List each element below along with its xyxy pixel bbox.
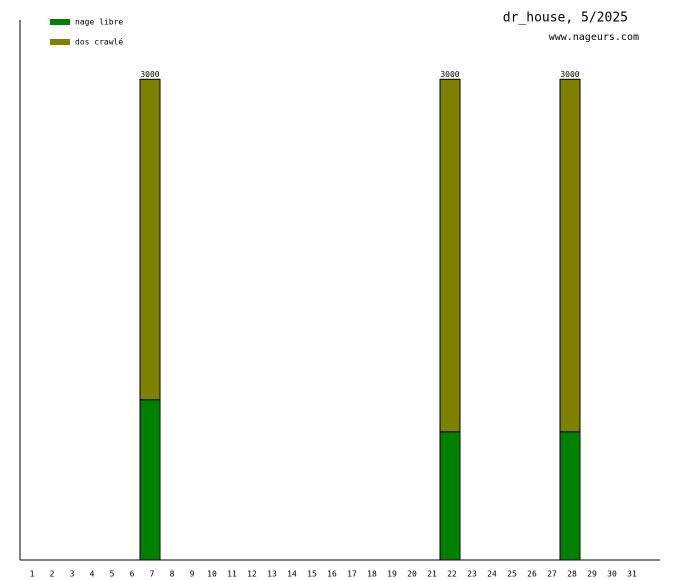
chart-subtitle: www.nageurs.com: [549, 32, 639, 43]
bar-segment: [139, 399, 161, 561]
bar-segment: [139, 78, 161, 401]
x-tick-label: 5: [110, 570, 115, 579]
x-tick-label: 22: [447, 570, 457, 579]
x-tick-label: 25: [507, 570, 517, 579]
bar-segment: [559, 78, 581, 433]
x-tick-label: 19: [387, 570, 397, 579]
x-tick-label: 30: [607, 570, 617, 579]
legend-swatch: [50, 19, 70, 25]
x-tick-label: 17: [347, 570, 357, 579]
x-tick-label: 10: [207, 570, 217, 579]
legend-label: nage libre: [75, 18, 123, 27]
x-tick-label: 20: [407, 570, 417, 579]
total-label: 3000: [140, 70, 159, 79]
x-tick-label: 27: [547, 570, 557, 579]
x-tick-label: 18: [367, 570, 377, 579]
x-tick-label: 6: [130, 570, 135, 579]
bar-segment: [439, 431, 461, 561]
x-tick-label: 16: [327, 570, 337, 579]
x-tick-label: 1: [30, 570, 35, 579]
x-tick-label: 3: [70, 570, 75, 579]
x-tick-label: 24: [487, 570, 497, 579]
x-tick-label: 14: [287, 570, 297, 579]
chart-title: dr_house, 5/2025: [503, 11, 628, 26]
x-tick-label: 9: [190, 570, 195, 579]
x-tick-label: 31: [627, 570, 637, 579]
x-tick-label: 21: [427, 570, 437, 579]
x-tick-label: 23: [467, 570, 477, 579]
bar-segment: [439, 78, 461, 433]
x-tick-label: 28: [567, 570, 577, 579]
x-tick-label: 8: [170, 570, 175, 579]
x-tick-label: 12: [247, 570, 257, 579]
x-tick-label: 4: [90, 570, 95, 579]
x-tick-label: 7: [150, 570, 155, 579]
total-label: 3000: [440, 70, 459, 79]
x-tick-label: 15: [307, 570, 317, 579]
total-label: 3000: [560, 70, 579, 79]
x-tick-label: 29: [587, 570, 597, 579]
x-tick-label: 26: [527, 570, 537, 579]
x-tick-label: 13: [267, 570, 277, 579]
bar-segment: [559, 431, 581, 561]
legend-label: dos crawlé: [75, 37, 123, 47]
x-tick-label: 2: [50, 570, 55, 579]
legend-swatch: [50, 39, 70, 45]
x-tick-label: 11: [227, 570, 237, 579]
